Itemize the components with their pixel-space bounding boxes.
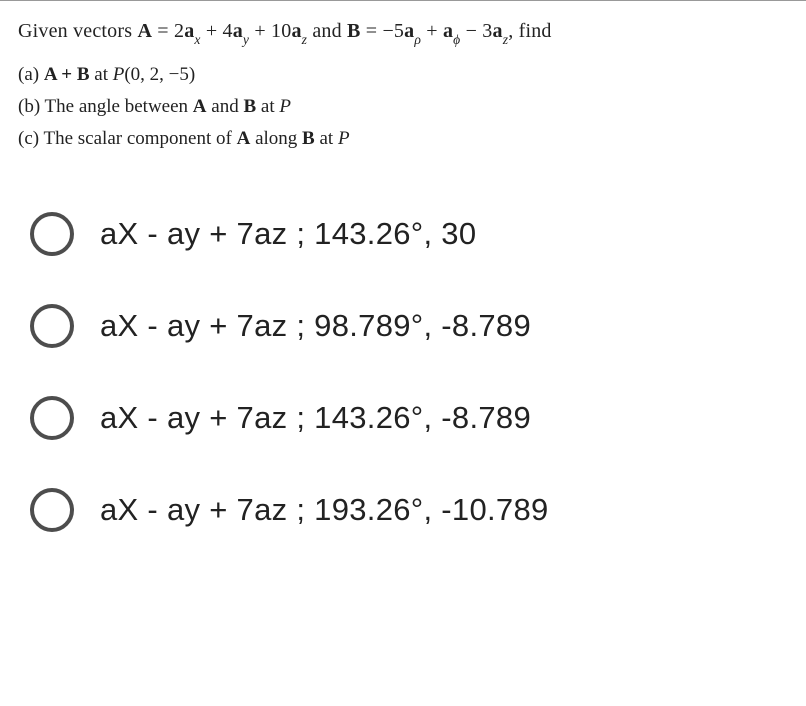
part-a-coords: (0, 2, −5) (124, 64, 195, 85)
radio-icon[interactable] (30, 304, 74, 348)
and-text: and (307, 20, 347, 42)
question-parts: (a) A + B at P(0, 2, −5) (b) The angle b… (18, 59, 788, 156)
part-a: (a) A + B at P(0, 2, −5) (18, 59, 788, 91)
part-a-label: (a) (18, 64, 44, 85)
unit-a: a (233, 20, 243, 42)
part-a-at: at (90, 64, 113, 85)
part-c-label: (c) The scalar component of (18, 128, 237, 149)
unit-a: a (184, 20, 194, 42)
intro-text: Given vectors (18, 20, 137, 42)
minus-text: − 3 (460, 20, 492, 42)
find-text: , find (508, 20, 551, 42)
option-text: aX - ay + 7az ; 143.26°, 30 (100, 216, 476, 252)
unit-a: a (443, 20, 453, 42)
part-c-along: along (250, 128, 302, 149)
point-P: P (113, 64, 125, 85)
part-a-expr: A + B (44, 64, 90, 85)
part-b-at: at (256, 96, 279, 117)
part-c-B: B (302, 128, 315, 149)
vector-B-label: B (347, 20, 361, 42)
radio-icon[interactable] (30, 212, 74, 256)
radio-icon[interactable] (30, 488, 74, 532)
plus-text: + 4 (201, 20, 233, 42)
part-b-B: B (243, 96, 256, 117)
question-statement: Given vectors A = 2ax + 4ay + 10az and B… (18, 15, 788, 49)
subscript-phi: ϕ (453, 32, 460, 47)
option-3[interactable]: aX - ay + 7az ; 143.26°, -8.789 (30, 396, 788, 440)
unit-a: a (493, 20, 503, 42)
options-list: aX - ay + 7az ; 143.26°, 30 aX - ay + 7a… (0, 166, 806, 532)
unit-a: a (291, 20, 301, 42)
part-b-label: (b) The angle between (18, 96, 193, 117)
option-text: aX - ay + 7az ; 98.789°, -8.789 (100, 308, 531, 344)
plus-text: + (421, 20, 443, 42)
vector-A-label: A (137, 20, 152, 42)
part-c-A: A (237, 128, 251, 149)
option-1[interactable]: aX - ay + 7az ; 143.26°, 30 (30, 212, 788, 256)
subscript-x: x (194, 32, 200, 47)
part-c-at: at (315, 128, 338, 149)
radio-icon[interactable] (30, 396, 74, 440)
subscript-z: z (503, 32, 509, 47)
part-b-P: P (279, 96, 291, 117)
subscript-z: z (302, 32, 308, 47)
part-b-and: and (207, 96, 244, 117)
option-4[interactable]: aX - ay + 7az ; 193.26°, -10.789 (30, 488, 788, 532)
option-text: aX - ay + 7az ; 143.26°, -8.789 (100, 400, 531, 436)
subscript-rho: ρ (414, 32, 421, 47)
part-c: (c) The scalar component of A along B at… (18, 123, 788, 155)
option-2[interactable]: aX - ay + 7az ; 98.789°, -8.789 (30, 304, 788, 348)
eq-text: = −5 (361, 20, 405, 42)
part-b: (b) The angle between A and B at P (18, 91, 788, 123)
part-c-P: P (338, 128, 350, 149)
subscript-y: y (243, 32, 249, 47)
part-b-A: A (193, 96, 207, 117)
option-text: aX - ay + 7az ; 193.26°, -10.789 (100, 492, 549, 528)
eq-text: = 2 (152, 20, 184, 42)
question-block: Given vectors A = 2ax + 4ay + 10az and B… (0, 0, 806, 166)
plus-text: + 10 (249, 20, 291, 42)
unit-a: a (404, 20, 414, 42)
